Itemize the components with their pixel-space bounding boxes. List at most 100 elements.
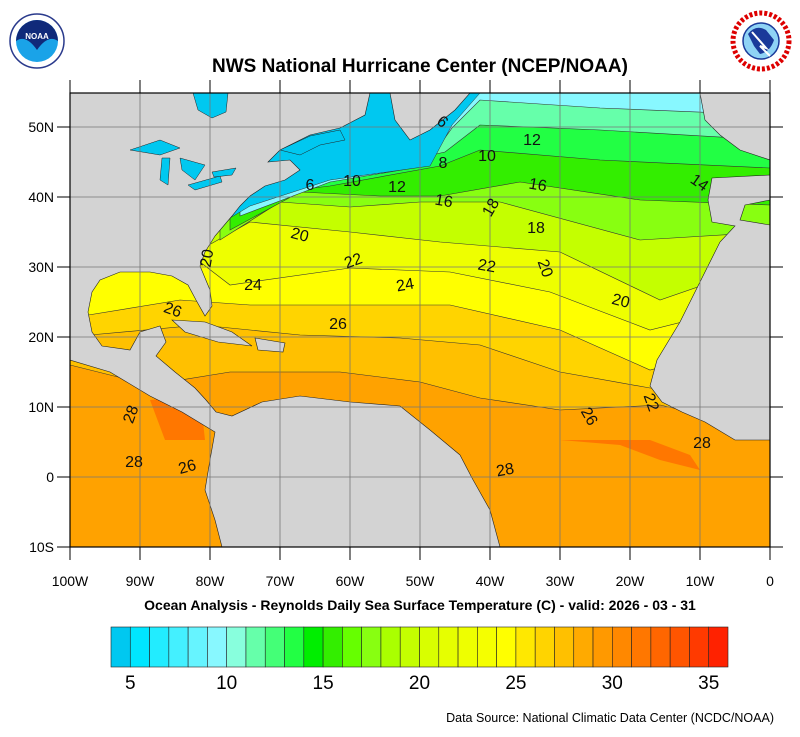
x-tick-label: 60W bbox=[336, 573, 366, 589]
colorbar-bin bbox=[631, 626, 652, 668]
contour-label: 26 bbox=[329, 316, 347, 333]
contour-label: 20 bbox=[198, 248, 218, 269]
colorbar-bin bbox=[110, 626, 131, 668]
colorbar-label: 35 bbox=[698, 673, 719, 690]
north-south-america-land bbox=[70, 93, 501, 547]
colorbar-bin bbox=[264, 626, 285, 668]
lake-erie bbox=[187, 175, 223, 191]
colorbar-bin bbox=[187, 626, 208, 668]
colorbar-bin bbox=[477, 626, 497, 668]
map-caption: Ocean Analysis - Reynolds Daily Sea Surf… bbox=[144, 597, 696, 613]
x-tick-label: 90W bbox=[126, 573, 156, 589]
noaa-logo: NOAA bbox=[9, 13, 65, 69]
contour-label: 20 bbox=[534, 257, 556, 280]
lake-huron bbox=[179, 157, 206, 181]
colorbar-bin bbox=[457, 626, 478, 668]
gulf-of-st-lawrence bbox=[279, 129, 346, 156]
x-tick-label: 30W bbox=[546, 573, 576, 589]
colorbar-label: 10 bbox=[216, 673, 237, 690]
colorbar-bin bbox=[284, 626, 305, 668]
x-tick-label: 70W bbox=[266, 573, 296, 589]
x-tick-label: 10W bbox=[686, 573, 716, 589]
colorbar-label: 15 bbox=[313, 673, 334, 690]
y-tick-label: 50N bbox=[28, 119, 54, 135]
y-tick-label: 20N bbox=[28, 329, 54, 345]
colorbar-bin bbox=[226, 626, 247, 668]
contour-label: 12 bbox=[388, 179, 406, 196]
colorbar-bin bbox=[592, 626, 613, 668]
colorbar-bin bbox=[207, 626, 227, 668]
colorbar-bin bbox=[689, 626, 710, 668]
contour-label: 28 bbox=[125, 454, 143, 471]
contour-label: 16 bbox=[528, 176, 549, 196]
iberia-africa-land bbox=[649, 174, 770, 441]
colorbar-bin bbox=[612, 626, 632, 668]
contour-label: 22 bbox=[342, 250, 365, 272]
y-tick-label: 30N bbox=[28, 259, 54, 275]
colorbar-bin bbox=[149, 626, 170, 668]
x-tick-label: 40W bbox=[476, 573, 506, 589]
contour-label: 26 bbox=[577, 405, 601, 429]
colorbar-bin bbox=[303, 626, 324, 668]
contour-label: 8 bbox=[439, 155, 448, 172]
contour-label: 26 bbox=[161, 299, 184, 321]
contour-label: 26 bbox=[177, 457, 199, 478]
colorbar-bin bbox=[245, 626, 266, 668]
lake-michigan bbox=[159, 157, 171, 186]
colorbar-bin bbox=[515, 626, 536, 668]
colorbar-bin bbox=[419, 626, 440, 668]
y-tick-label: 10N bbox=[28, 399, 54, 415]
contour-label: 18 bbox=[479, 196, 503, 220]
x-tick-label: 100W bbox=[52, 573, 89, 589]
colorbar: 5 10 15 20 25 30 35 bbox=[110, 626, 729, 690]
lake-ontario bbox=[211, 167, 237, 178]
contour-label: 20 bbox=[289, 225, 311, 246]
contour-label: 22 bbox=[640, 391, 662, 414]
contour-label: 28 bbox=[693, 435, 711, 452]
contour-label: 24 bbox=[244, 277, 262, 294]
data-source: Data Source: National Climatic Data Cent… bbox=[446, 711, 774, 725]
contour-label: 28 bbox=[120, 403, 142, 426]
colorbar-bin bbox=[708, 626, 729, 668]
colorbar-bin bbox=[380, 626, 401, 668]
colorbar-bin bbox=[399, 626, 420, 668]
x-tick-label: 50W bbox=[406, 573, 436, 589]
contour-label: 10 bbox=[343, 173, 361, 190]
contour-label: 16 bbox=[434, 192, 455, 212]
x-tick-label: 80W bbox=[196, 573, 226, 589]
x-tick-label: 20W bbox=[616, 573, 646, 589]
colorbar-bin bbox=[554, 626, 575, 668]
colorbar-label: 25 bbox=[505, 673, 526, 690]
colorbar-bin bbox=[168, 626, 189, 668]
colorbar-bin bbox=[438, 626, 459, 668]
lake-superior bbox=[129, 139, 181, 156]
colorbar-bin bbox=[129, 626, 150, 668]
contour-label: 20 bbox=[610, 291, 632, 312]
contour-label: 12 bbox=[523, 132, 541, 149]
y-tick-label: 10S bbox=[29, 539, 54, 555]
colorbar-bin bbox=[322, 626, 343, 668]
colorbar-label: 30 bbox=[602, 673, 623, 690]
colorbar-label: 5 bbox=[125, 673, 136, 690]
hispaniola-land bbox=[254, 337, 286, 353]
colorbar-bin bbox=[534, 626, 555, 668]
contour-label: 28 bbox=[495, 461, 516, 481]
sst-warm-pool bbox=[560, 440, 700, 470]
contour-label: 22 bbox=[477, 257, 498, 277]
colorbar-bin bbox=[342, 626, 362, 668]
nws-logo bbox=[730, 10, 792, 72]
y-tick-label: 40N bbox=[28, 189, 54, 205]
cuba-land bbox=[171, 319, 253, 347]
colorbar-bin bbox=[361, 626, 382, 668]
map-title: NWS National Hurricane Center (NCEP/NOAA… bbox=[212, 56, 628, 77]
x-tick-label: 0 bbox=[766, 573, 774, 589]
contour-label: 10 bbox=[478, 148, 496, 165]
noaa-logo-text: NOAA bbox=[25, 32, 49, 41]
colorbar-bin bbox=[650, 626, 671, 668]
contour-label: 6 bbox=[306, 177, 315, 194]
colorbar-label: 20 bbox=[409, 673, 430, 690]
y-tick-label: 0 bbox=[46, 469, 54, 485]
colorbar-bin bbox=[573, 626, 594, 668]
labrador-land bbox=[389, 93, 471, 141]
colorbar-bin bbox=[669, 626, 690, 668]
